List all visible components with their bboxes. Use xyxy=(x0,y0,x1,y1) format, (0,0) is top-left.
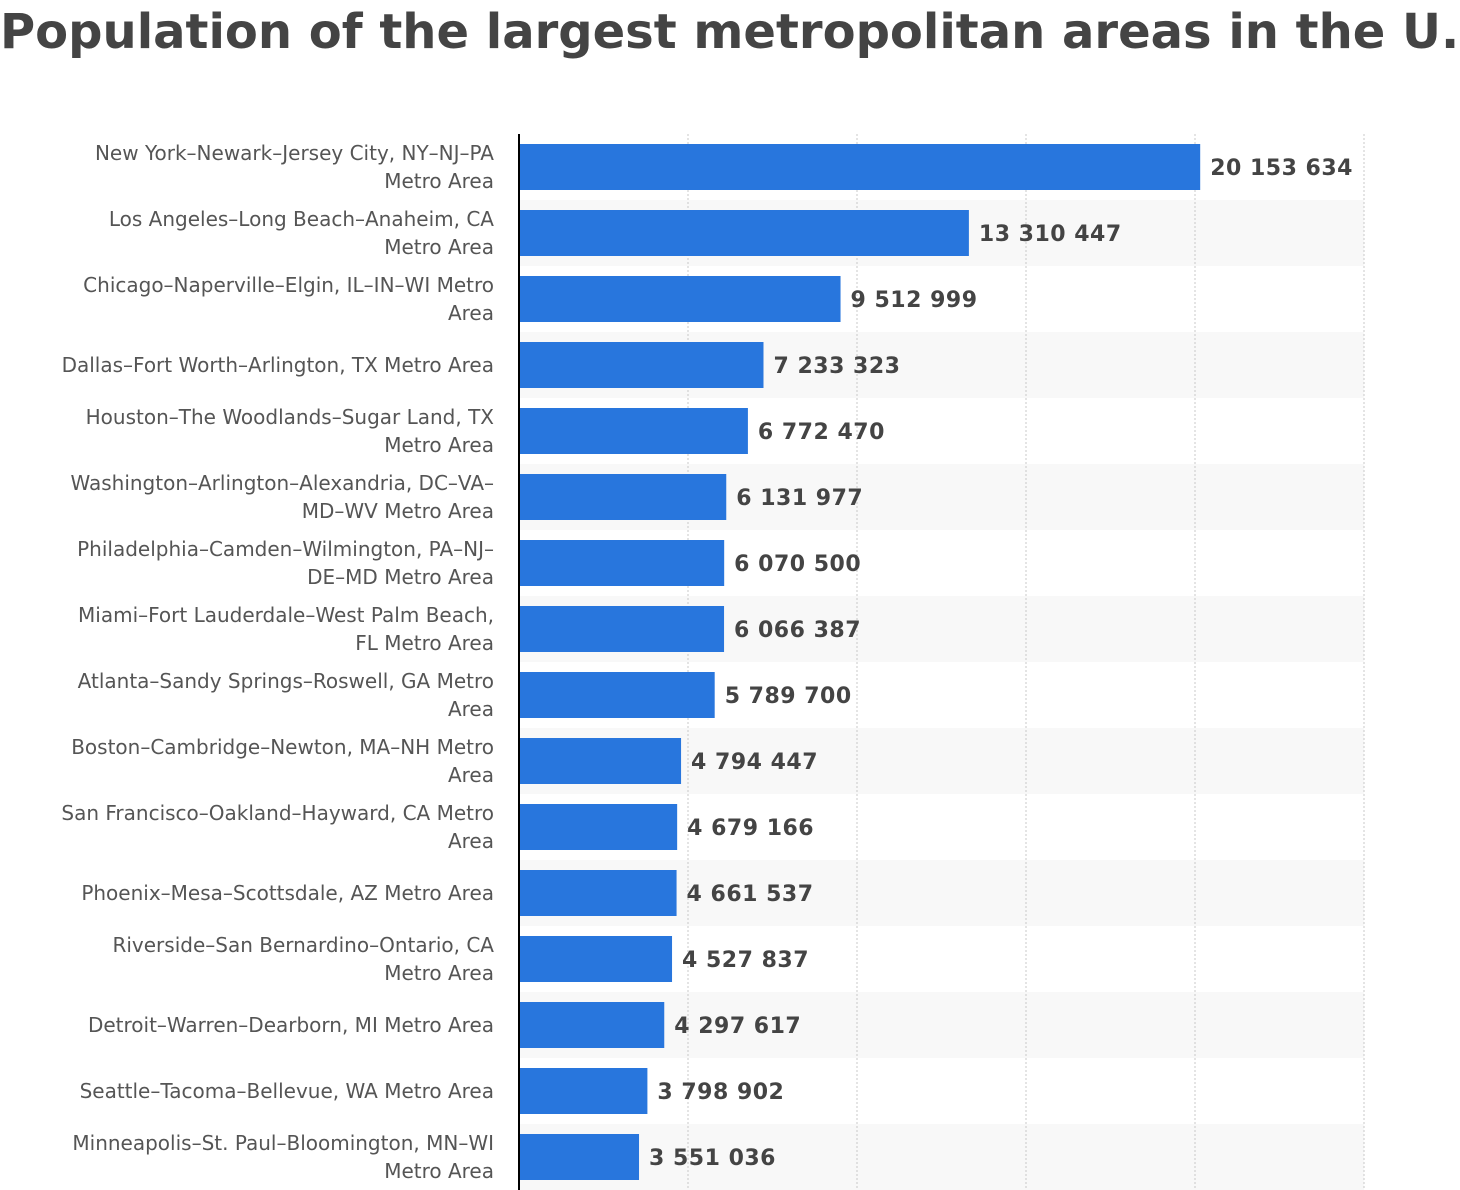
value-label: 4 297 617 xyxy=(674,1014,801,1039)
value-label: 9 512 999 xyxy=(851,288,978,313)
category-label: Miami–Fort Lauderdale–West Palm Beach, F… xyxy=(78,603,494,655)
category-label: San Francisco–Oakland–Hayward, CA Metro … xyxy=(61,801,494,853)
category-label: Dallas–Fort Worth–Arlington, TX Metro Ar… xyxy=(61,353,494,377)
value-label: 4 661 537 xyxy=(687,882,814,907)
category-label: Los Angeles–Long Beach–Anaheim, CA Metro… xyxy=(108,207,494,259)
value-label: 20 153 634 xyxy=(1210,156,1353,181)
bar xyxy=(519,408,748,454)
category-label: Atlanta–Sandy Springs–Roswell, GA Metro … xyxy=(77,669,494,721)
bar xyxy=(519,540,725,586)
category-label: Phoenix–Mesa–Scottsdale, AZ Metro Area xyxy=(81,881,494,905)
bar xyxy=(519,474,727,520)
bar xyxy=(519,672,715,718)
bar xyxy=(519,1002,665,1048)
value-label: 3 551 036 xyxy=(649,1146,776,1171)
category-label: Chicago–Naperville–Elgin, IL–IN–WI Metro… xyxy=(83,273,494,325)
bar xyxy=(519,870,677,916)
bar xyxy=(519,804,678,850)
value-label: 4 794 447 xyxy=(691,750,818,775)
value-label: 13 310 447 xyxy=(979,222,1122,247)
value-label: 6 066 387 xyxy=(734,618,861,643)
value-label: 6 772 470 xyxy=(758,420,885,445)
category-label: Washington–Arlington–Alexandria, DC–VA–M… xyxy=(70,471,494,523)
bar xyxy=(519,342,764,388)
category-label: Seattle–Tacoma–Bellevue, WA Metro Area xyxy=(79,1079,494,1103)
bar xyxy=(519,606,725,652)
category-label: Houston–The Woodlands–Sugar Land, TX Met… xyxy=(85,405,494,457)
category-label: Riverside–San Bernardino–Ontario, CA Met… xyxy=(112,933,494,985)
chart-title: Population of the largest metropolitan a… xyxy=(0,4,1460,60)
bar xyxy=(519,738,682,784)
value-label: 6 131 977 xyxy=(736,486,863,511)
category-label: Boston–Cambridge–Newton, MA–NH Metro Are… xyxy=(71,735,494,787)
value-label: 4 527 837 xyxy=(682,948,809,973)
category-label: Minneapolis–St. Paul–Bloomington, MN–WI … xyxy=(72,1131,494,1183)
bar xyxy=(519,276,841,322)
value-label: 5 789 700 xyxy=(725,684,852,709)
row-band xyxy=(519,1124,1364,1190)
bar xyxy=(519,1134,640,1180)
bar xyxy=(519,1068,648,1114)
bar xyxy=(519,144,1201,190)
bar xyxy=(519,210,969,256)
category-label: Philadelphia–Camden–Wilmington, PA–NJ–DE… xyxy=(77,537,494,589)
value-label: 7 233 323 xyxy=(773,354,900,379)
value-label: 6 070 500 xyxy=(734,552,861,577)
category-label: New York–Newark–Jersey City, NY–NJ–PA Me… xyxy=(94,141,494,193)
category-label: Detroit–Warren–Dearborn, MI Metro Area xyxy=(87,1013,494,1037)
value-label: 4 679 166 xyxy=(687,816,814,841)
value-label: 3 798 902 xyxy=(657,1080,784,1105)
bar xyxy=(519,936,673,982)
